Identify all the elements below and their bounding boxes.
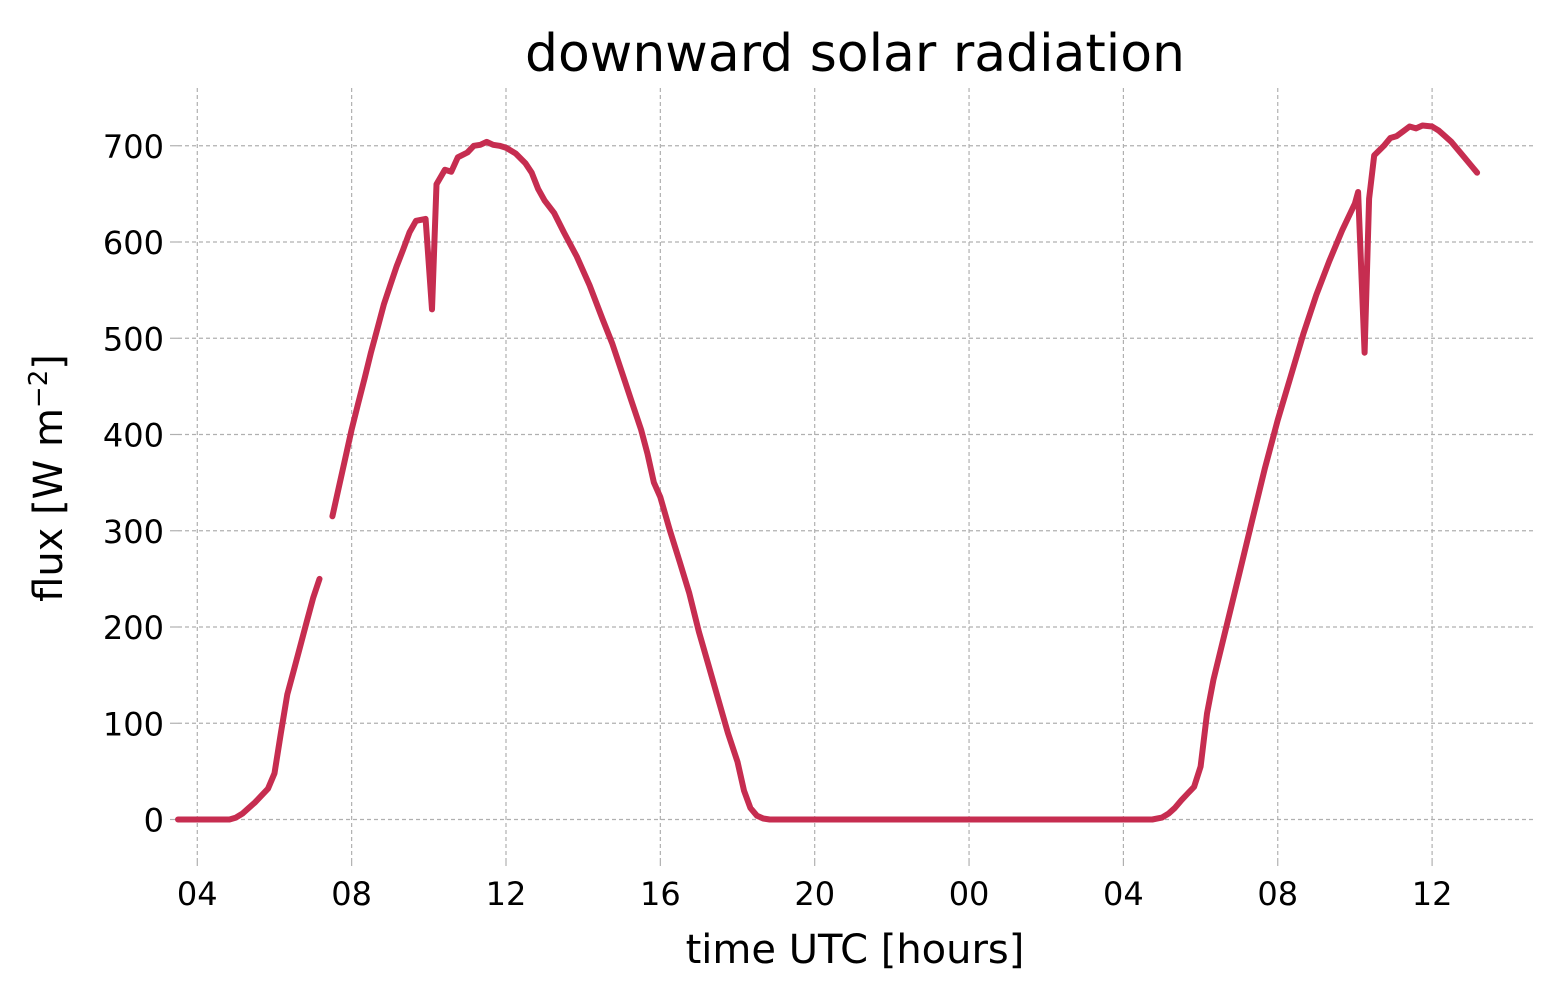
x-tick-label: 20 — [794, 875, 835, 913]
x-tick-label: 16 — [640, 875, 681, 913]
y-tick-label: 0 — [144, 802, 164, 840]
y-tick-label: 500 — [103, 320, 164, 358]
y-axis-label-close: ] — [26, 354, 72, 370]
x-tick-label: 12 — [486, 875, 527, 913]
x-tick-label: 00 — [949, 875, 990, 913]
x-grid — [196, 88, 1433, 866]
y-axis-label-superscript: −2 — [24, 370, 54, 408]
x-tick-label: 08 — [1257, 875, 1298, 913]
x-tick-labels: 04 08 12 16 20 00 04 08 12 — [177, 875, 1453, 913]
y-grid — [170, 145, 1535, 821]
y-tick-label: 400 — [103, 417, 164, 455]
y-tick-label: 200 — [103, 609, 164, 647]
y-tick-label: 700 — [103, 128, 164, 166]
series-line-segment — [329, 122, 1481, 823]
y-tick-label: 600 — [103, 224, 164, 262]
x-tick-label: 04 — [1103, 875, 1144, 913]
y-tick-labels: 0 100 200 300 400 500 600 700 — [103, 128, 164, 840]
x-tick-label: 04 — [177, 875, 218, 913]
y-tick-label: 300 — [103, 513, 164, 551]
x-tick-label: 12 — [1412, 875, 1453, 913]
x-tick-label: 08 — [331, 875, 372, 913]
x-axis-label: time UTC [hours] — [686, 927, 1025, 973]
chart-title: downward solar radiation — [525, 24, 1185, 84]
series-layer — [175, 122, 1481, 823]
y-axis-label: flux [W m−2] — [24, 354, 72, 602]
series-line-segment — [175, 575, 323, 823]
y-tick-label: 100 — [103, 705, 164, 743]
y-axis-label-main: flux [W m — [26, 408, 72, 602]
